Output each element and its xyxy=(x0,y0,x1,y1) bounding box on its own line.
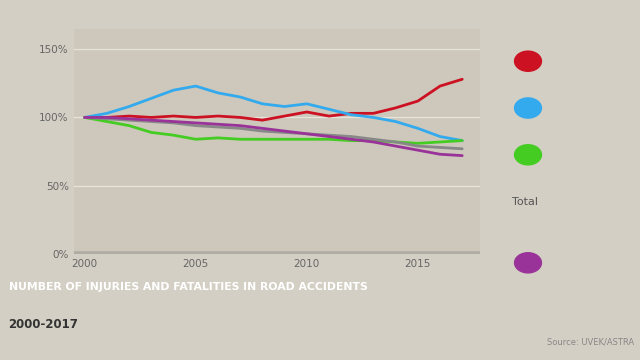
Circle shape xyxy=(515,51,541,71)
Text: Total: Total xyxy=(512,197,538,207)
Text: 2000-2017: 2000-2017 xyxy=(8,318,79,331)
Text: Source: UVEK/ASTRA: Source: UVEK/ASTRA xyxy=(547,338,635,346)
Circle shape xyxy=(515,253,541,273)
Circle shape xyxy=(515,98,541,118)
Text: NUMBER OF INJURIES AND FATALITIES IN ROAD ACCIDENTS: NUMBER OF INJURIES AND FATALITIES IN ROA… xyxy=(8,282,367,292)
Circle shape xyxy=(515,145,541,165)
